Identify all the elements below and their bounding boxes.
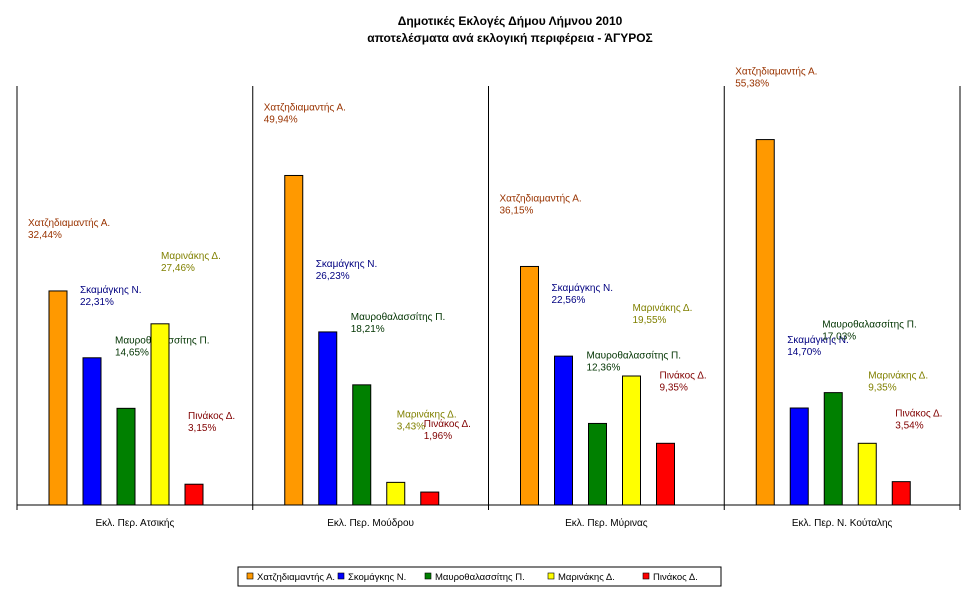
data-label-value: 14,70% [787, 347, 821, 358]
data-label-value: 27,46% [161, 263, 195, 274]
data-label-name: Σκαμάγκης Ν. [80, 284, 142, 296]
data-label-name: Μαρινάκης Δ. [161, 250, 221, 262]
data-label-name: Πινάκος Δ. [424, 418, 471, 430]
bar [823, 392, 843, 506]
legend-swatch [337, 572, 345, 580]
legend-label: Πινάκος Δ. [653, 572, 698, 583]
bar [789, 407, 809, 506]
bar [622, 375, 641, 506]
data-label-name: Μαυροθαλασσίτης Π. [822, 319, 916, 331]
bar [184, 483, 204, 506]
data-label-name: Σκαμάγκης Ν. [787, 334, 849, 346]
data-label-value: 32,44% [28, 230, 62, 241]
bar [150, 323, 170, 506]
x-tick-label: Εκλ. Περ. Μούδρου [327, 517, 414, 529]
chart-title: Δημοτικές Εκλογές Δήμου Λήμνου 2010 [398, 14, 623, 28]
data-label-value: 49,94% [264, 114, 298, 125]
data-label-value: 3,54% [895, 421, 923, 432]
bar [116, 407, 136, 506]
data-label-value: 3,15% [188, 423, 216, 434]
bar [891, 481, 911, 506]
bar [857, 442, 877, 506]
data-label-name: Χατζηδιαμαντής Α. [500, 192, 582, 204]
data-label-name: Μαρινάκης Δ. [397, 408, 457, 420]
legend-swatch [424, 572, 432, 580]
data-label-value: 1,96% [424, 431, 452, 442]
data-label-value: 19,55% [633, 315, 667, 326]
bar [755, 139, 775, 506]
data-label-name: Μαρινάκης Δ. [868, 369, 928, 381]
data-label-value: 3,43% [397, 421, 425, 432]
data-label-name: Μαυροθαλασσίτης Π. [351, 311, 445, 323]
bar [386, 481, 406, 506]
data-label-name: Σκαμάγκης Ν. [316, 258, 378, 270]
legend-label: Μαυροθαλασσίτης Π. [435, 572, 525, 583]
legend-label: Χατζηδιαμαντής Α. [257, 572, 335, 583]
x-tick-label: Εκλ. Περ. Ν. Κούταλης [792, 517, 893, 529]
data-label-name: Χατζηδιαμαντής Α. [28, 217, 110, 229]
data-label-name: Μαρινάκης Δ. [633, 302, 693, 314]
data-label-name: Χατζηδιαμαντής Α. [264, 101, 346, 113]
legend-label: Μαρινάκης Δ. [558, 572, 615, 583]
legend-label: Σκομάγκης Ν. [348, 572, 406, 583]
bar [318, 331, 338, 506]
data-label-name: Μαυροθαλασσίτης Π. [587, 349, 681, 361]
data-label-value: 9,35% [660, 382, 688, 393]
data-label-value: 26,23% [316, 271, 350, 282]
data-label-value: 18,21% [351, 324, 385, 335]
bar [48, 290, 68, 506]
x-tick-label: Εκλ. Περ. Μύρινας [565, 517, 648, 529]
legend-swatch [547, 572, 555, 580]
data-label-value: 22,56% [552, 295, 586, 306]
data-label-value: 22,31% [80, 297, 114, 308]
legend-swatch [246, 572, 254, 580]
bar [656, 442, 675, 506]
data-label-name: Πινάκος Δ. [188, 410, 235, 422]
data-label-name: Πινάκος Δ. [660, 369, 707, 381]
chart-subtitle: αποτελέσματα ανά εκλογική περιφέρεια - Ά… [367, 31, 653, 45]
data-label-value: 55,38% [735, 79, 769, 90]
bar [520, 265, 539, 506]
data-label-name: Πινάκος Δ. [895, 408, 942, 420]
bar [554, 355, 573, 506]
plot-area: Εκλ. Περ. Ατσικής Εκλ. Περ. Μούδρου Εκλ. Π… [16, 66, 961, 529]
data-label-value: 36,15% [500, 205, 534, 216]
bar [420, 491, 440, 506]
legend-swatch [642, 572, 650, 580]
bar [82, 357, 102, 506]
x-tick-label: Εκλ. Περ. Ατσικής [95, 517, 174, 529]
bar [284, 174, 304, 506]
data-label-name: Χατζηδιαμαντής Α. [735, 66, 817, 78]
data-label-name: Σκαμάγκης Ν. [552, 282, 614, 294]
data-label-value: 12,36% [587, 362, 621, 373]
bar [588, 422, 607, 506]
legend: Χατζηδιαμαντής Α. Σκομάγκης Ν. Μαυροθαλασσ… [237, 566, 722, 587]
data-label-value: 14,65% [115, 347, 149, 358]
data-label-value: 17,03% [822, 332, 856, 343]
bar [352, 384, 372, 506]
legend-box [237, 566, 722, 587]
data-label-value: 9,35% [868, 382, 896, 393]
